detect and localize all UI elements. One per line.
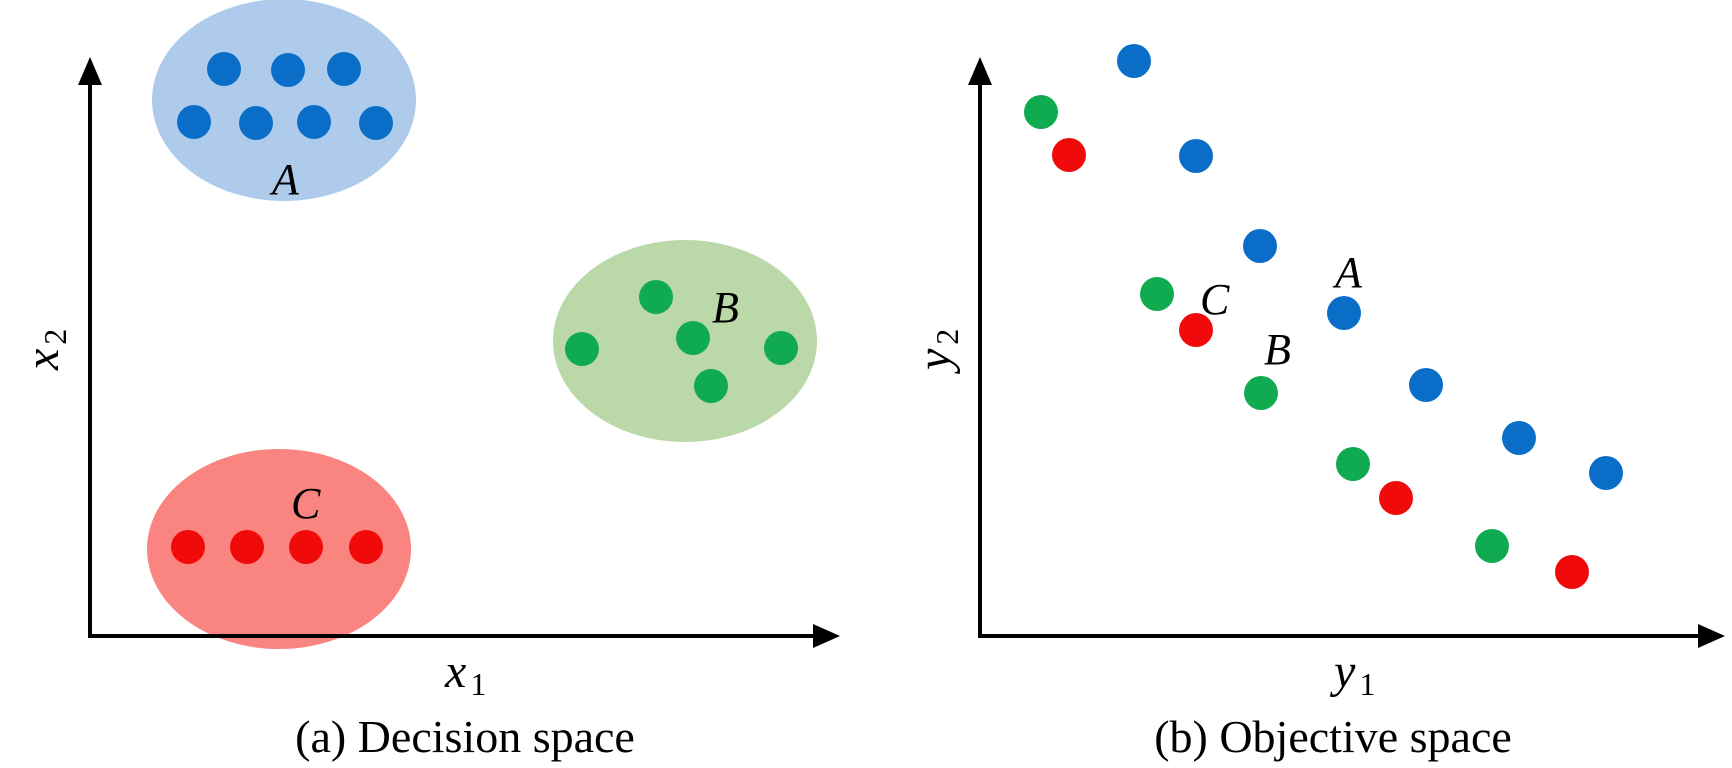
cluster-b-points [565,280,798,403]
series-a-label: A [1332,248,1363,297]
cluster-c-point [349,530,383,564]
objective-y-axis-main: y [908,348,961,375]
series-a-point [1327,296,1361,330]
decision-y-axis [78,57,102,636]
series-c-label: C [1200,275,1230,324]
objective-y-axis-sub: 2 [929,329,965,345]
series-b-point [1024,95,1058,129]
series-a-points [1117,44,1623,490]
objective-x-axis [978,624,1725,648]
objective-x-axis-sub: 1 [1359,666,1375,702]
series-a-point [1179,139,1213,173]
decision-y-axis-sub: 2 [37,329,73,345]
decision-x-axis-sub: 1 [470,666,486,702]
objective-x-axis-main: y [1329,645,1356,698]
objective-y-axis [968,57,992,636]
cluster-b-point [565,332,599,366]
cluster-b-point [694,369,728,403]
series-a-point [1117,44,1151,78]
series-b-points [1024,95,1509,563]
cluster-a-point [359,106,393,140]
region-a [152,0,416,201]
cluster-b-point [764,331,798,365]
series-b-point [1336,447,1370,481]
cluster-b-point [639,280,673,314]
cluster-a-point [271,53,305,87]
decision-y-axis-main: x [16,349,69,371]
series-a-point [1409,368,1443,402]
series-c-point [1379,481,1413,515]
series-a-point [1502,421,1536,455]
series-b-point [1244,376,1278,410]
cluster-c-label: C [291,479,321,528]
cluster-c-point [171,530,205,564]
series-c-points [1052,138,1589,589]
decision-space-caption: (a) Decision space [295,711,635,762]
cluster-a-point [327,52,361,86]
cluster-c-points [171,530,383,564]
decision-x-axis [88,624,840,648]
series-c-point [1052,138,1086,172]
region-c [147,449,411,649]
cluster-c-point [289,530,323,564]
series-c-point [1555,555,1589,589]
cluster-a-point [297,105,331,139]
cluster-c-point [230,530,264,564]
cluster-a-point [239,106,273,140]
cluster-a-point [207,52,241,86]
cluster-a-points [177,52,393,140]
cluster-a-label: A [269,155,300,204]
cluster-b-point [676,321,710,355]
series-a-point [1243,229,1277,263]
objective-space-caption: (b) Objective space [1154,711,1512,762]
objective-y-axis-label: y2 [908,329,965,375]
series-b-point [1140,277,1174,311]
series-c-point [1179,313,1213,347]
decision-x-axis-main: x [444,645,466,698]
series-b-label: B [1264,325,1291,374]
cluster-a-point [177,105,211,139]
series-b-point [1475,529,1509,563]
decision-y-axis-label: x2 [16,329,73,371]
series-a-point [1589,456,1623,490]
cluster-b-label: B [712,283,739,332]
